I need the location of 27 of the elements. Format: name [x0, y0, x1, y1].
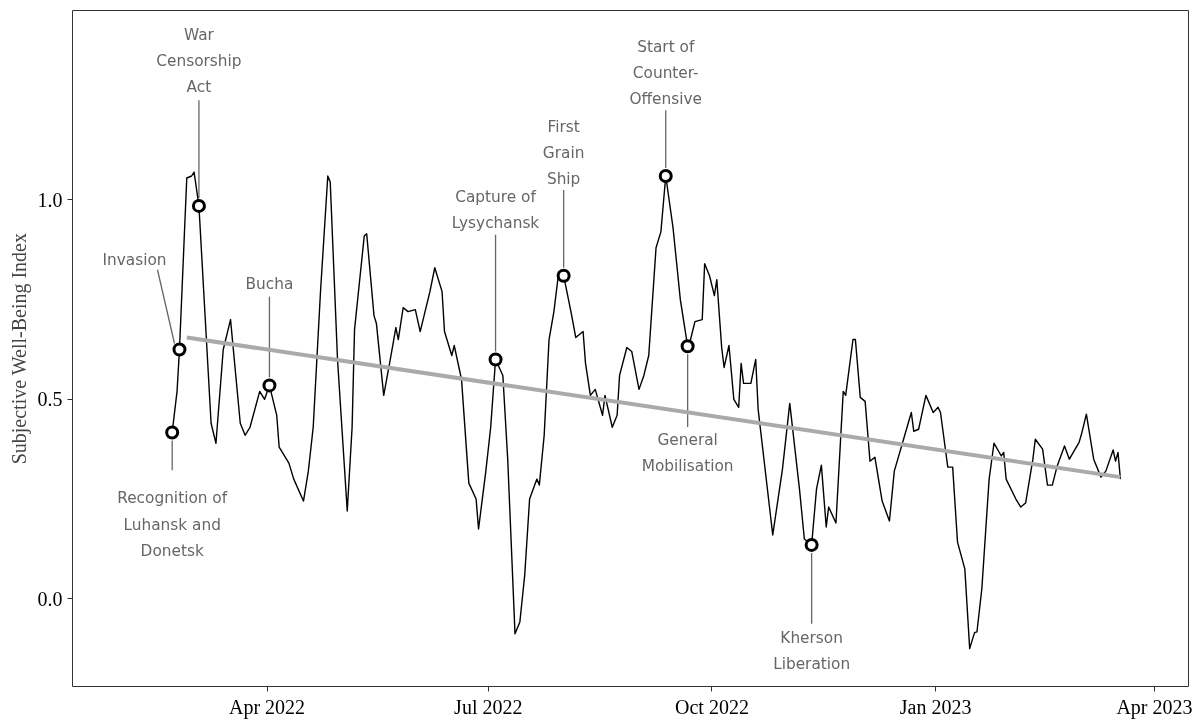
annotation: Recognition of Luhansk and Donetsk	[117, 489, 228, 560]
x-tick-label: Apr 2022	[228, 695, 306, 719]
y-tick-label: 0.5	[37, 388, 63, 411]
annotation: General Mobilisation	[641, 431, 734, 476]
annotation: Start of Counter- Offensive	[629, 37, 703, 109]
point	[488, 352, 503, 367]
annotation: Bucha	[245, 275, 294, 294]
y-tick-label: 1.0	[37, 188, 63, 211]
point	[165, 425, 180, 440]
annotation: Capture of Lysychansk	[451, 188, 540, 233]
point	[658, 169, 673, 183]
annotation: War Censorship Act	[156, 25, 242, 96]
y-tick-label: 0.0	[37, 587, 63, 610]
point	[262, 378, 277, 393]
annotation: Kherson Liberation	[773, 628, 851, 674]
x-tick-label: Jul 2022	[454, 695, 523, 718]
y-axis-title: Subjective Well-Being Index	[7, 233, 31, 465]
point	[191, 198, 206, 213]
point	[680, 339, 695, 354]
x-tick-label: Apr 2023	[1116, 695, 1193, 719]
point	[804, 537, 819, 552]
annotation: First Grain Ship	[542, 117, 585, 188]
x-tick-label: Jan 2023	[899, 695, 972, 718]
point	[172, 342, 187, 357]
annotation: Invasion	[102, 251, 167, 270]
point	[556, 268, 571, 283]
x-tick-label: Oct 2022	[675, 695, 749, 718]
